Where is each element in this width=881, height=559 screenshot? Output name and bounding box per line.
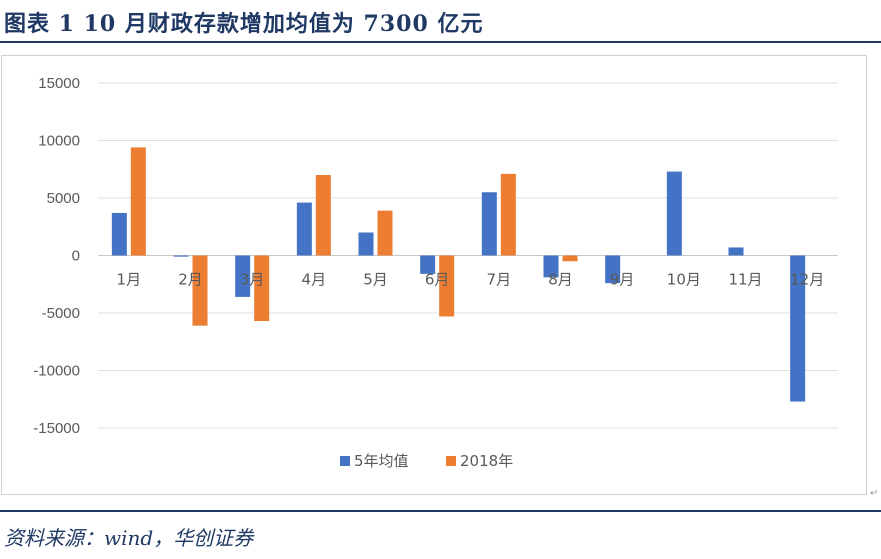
bar <box>235 255 251 297</box>
bar <box>481 192 497 256</box>
bar <box>605 255 621 284</box>
x-tick-label: 9月 <box>610 271 635 289</box>
bar <box>358 232 374 256</box>
bar <box>173 255 189 257</box>
bar <box>439 255 455 317</box>
legend-label: 5年均值 <box>354 452 409 470</box>
x-tick-label: 11月 <box>728 271 762 289</box>
legend-swatch <box>340 456 350 466</box>
bar <box>790 255 806 402</box>
footer-rule <box>0 510 881 512</box>
x-tick-label: 3月 <box>240 271 265 289</box>
bar <box>315 175 331 256</box>
y-tick-label: 10000 <box>38 133 80 150</box>
bar <box>130 147 146 256</box>
bar <box>254 255 270 322</box>
x-tick-label: 5月 <box>363 271 388 289</box>
chart-frame: 15000 10000 5000 0 -5000 -10000 -15000 1月 2月 3月 4月… <box>1 55 867 495</box>
x-tick-label: 2月 <box>178 271 203 289</box>
bar <box>666 171 682 256</box>
x-tick-label: 4月 <box>302 271 327 289</box>
y-tick-label: 15000 <box>38 75 80 92</box>
figure-caption: 图表 1 10 月财政存款增加均值为 7300 亿元 <box>0 0 881 43</box>
bar <box>192 255 208 326</box>
x-tick-label: 8月 <box>548 271 573 289</box>
bar <box>296 202 312 256</box>
bar <box>420 255 436 274</box>
x-tick-label: 12月 <box>790 271 824 289</box>
bar <box>543 255 559 278</box>
x-tick-label: 1月 <box>117 271 142 289</box>
bar <box>377 210 393 256</box>
bar-chart: 15000 10000 5000 0 -5000 -10000 -15000 1月 2月 3月 4月… <box>33 75 838 470</box>
y-tick-label: -5000 <box>42 305 80 322</box>
y-tick-label: -10000 <box>33 363 80 380</box>
legend-swatch <box>446 456 456 466</box>
x-tick-label: 7月 <box>487 271 512 289</box>
y-tick-label: 5000 <box>47 190 80 207</box>
bar <box>500 173 516 256</box>
bar <box>562 255 578 262</box>
caption-rule <box>0 41 881 43</box>
y-tick-label: -15000 <box>33 420 80 437</box>
y-tick-label: 0 <box>72 248 80 265</box>
source-note: 资料来源：wind，华创证券 <box>4 526 254 550</box>
paragraph-mark-icon: ↵ <box>870 488 879 499</box>
bar <box>728 247 744 256</box>
figure-title: 图表 1 10 月财政存款增加均值为 7300 亿元 <box>4 11 484 37</box>
x-tick-label: 6月 <box>425 271 450 289</box>
x-tick-label: 10月 <box>667 271 701 289</box>
legend-label: 2018年 <box>460 452 513 470</box>
bar <box>111 212 127 256</box>
